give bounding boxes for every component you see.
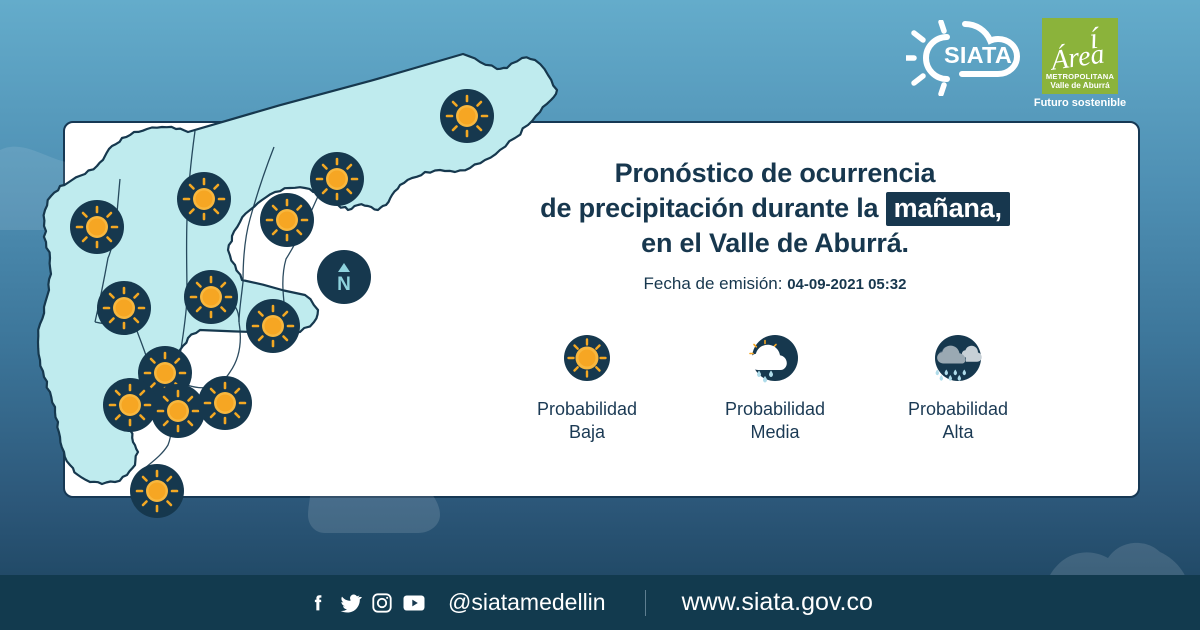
svg-text:N: N <box>337 274 351 295</box>
